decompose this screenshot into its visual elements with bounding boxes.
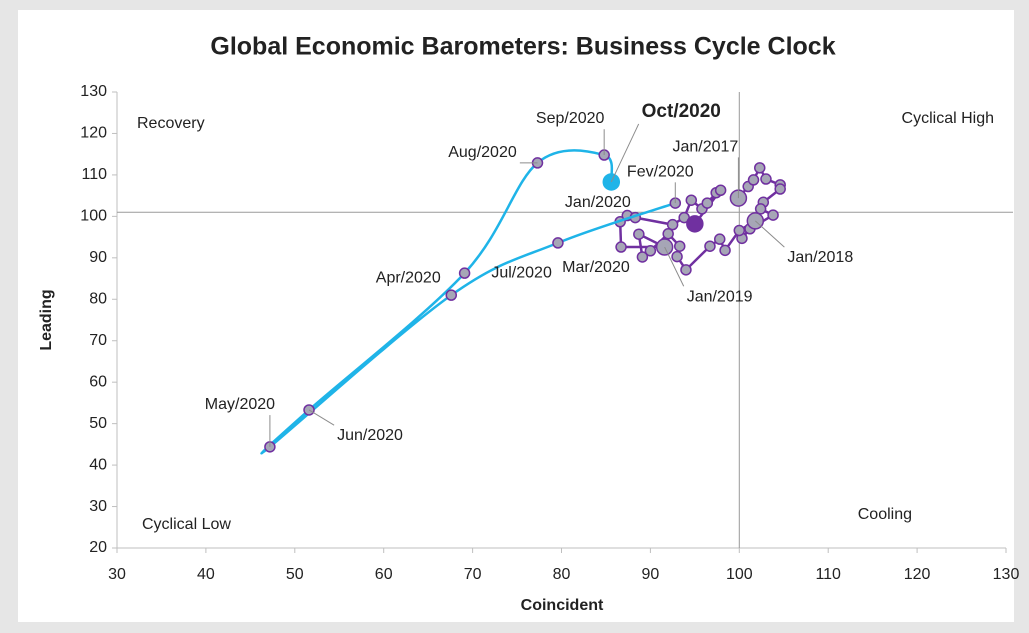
x-tick-label: 110 <box>815 566 841 583</box>
leader-line <box>664 246 685 287</box>
y-tick-label: 70 <box>89 332 107 349</box>
quadrant-label: Cooling <box>858 506 912 523</box>
point <box>671 250 683 263</box>
y-tick-label: 40 <box>89 456 107 473</box>
point-label: Jul/2020 <box>491 264 552 281</box>
quadrant-label: Recovery <box>137 115 205 132</box>
point <box>767 209 779 221</box>
y-tick-label: 30 <box>89 498 107 515</box>
point-label: Sep/2020 <box>536 110 605 127</box>
point-label: Jun/2020 <box>337 427 403 444</box>
quadrant-label: Cyclical Low <box>142 516 231 533</box>
point <box>644 245 657 257</box>
leader-line <box>754 220 785 248</box>
point <box>753 162 766 174</box>
point <box>552 237 564 249</box>
x-tick-label: 70 <box>464 566 482 583</box>
x-tick-label: 120 <box>904 566 931 583</box>
point <box>673 240 686 252</box>
x-tick-label: 90 <box>642 566 660 583</box>
x-tick-label: 30 <box>108 566 126 583</box>
x-tick-label: 100 <box>726 566 753 583</box>
point <box>685 194 698 206</box>
point <box>458 267 471 279</box>
chart-area <box>18 10 1014 622</box>
point <box>714 184 727 196</box>
leader-line <box>308 409 335 426</box>
quadrant-label: Cyclical High <box>902 110 994 127</box>
point <box>701 197 714 209</box>
point <box>686 215 704 233</box>
point <box>733 224 746 237</box>
point-label: Aug/2020 <box>448 144 517 161</box>
point <box>719 244 731 257</box>
series-line <box>260 149 676 455</box>
point <box>666 218 679 231</box>
y-tick-label: 90 <box>89 249 107 266</box>
point <box>615 241 627 253</box>
y-tick-label: 110 <box>81 166 107 183</box>
point <box>747 174 760 186</box>
y-tick-label: 100 <box>80 208 107 225</box>
point-label: Mar/2020 <box>562 259 630 276</box>
y-axis-title: Leading <box>38 289 55 350</box>
point-label: Jan/2018 <box>787 249 853 266</box>
y-tick-label: 20 <box>89 539 107 556</box>
x-tick-label: 60 <box>375 566 393 583</box>
point <box>633 228 645 240</box>
point <box>680 264 692 276</box>
point <box>760 173 772 185</box>
x-tick-label: 80 <box>553 566 571 583</box>
point-label: Jan/2019 <box>687 288 753 305</box>
x-tick-label: 50 <box>286 566 304 583</box>
point-label: May/2020 <box>205 396 275 413</box>
point-label: Apr/2020 <box>376 269 441 286</box>
chart-title: Global Economic Barometers: Business Cyc… <box>210 33 835 61</box>
point <box>774 183 786 195</box>
point <box>445 289 458 301</box>
y-tick-label: 50 <box>89 415 107 432</box>
y-tick-label: 60 <box>89 373 107 390</box>
y-tick-label: 120 <box>80 125 107 142</box>
point <box>662 228 674 240</box>
x-tick-label: 40 <box>197 566 215 583</box>
y-tick-label: 130 <box>80 83 107 100</box>
point <box>636 251 649 263</box>
point <box>754 203 767 215</box>
x-axis-title: Coincident <box>521 597 604 614</box>
point-label: Jan/2017 <box>672 138 738 155</box>
x-tick-label: 130 <box>993 566 1020 583</box>
y-tick-label: 80 <box>89 290 107 307</box>
point-label: Jan/2020 <box>565 194 631 211</box>
point-label: Oct/2020 <box>642 101 721 122</box>
leader-line <box>610 123 640 183</box>
point <box>713 233 726 245</box>
point-label: Fev/2020 <box>627 163 694 180</box>
point <box>704 240 716 252</box>
